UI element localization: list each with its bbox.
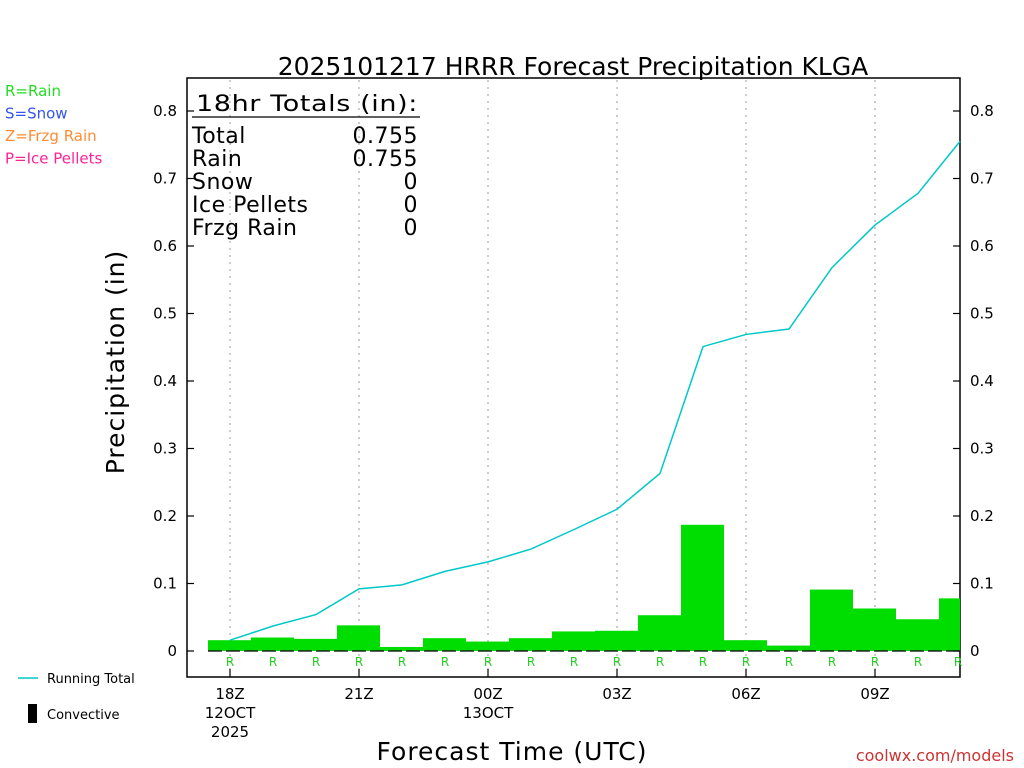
precip-bar	[294, 638, 337, 651]
precip-type-label: R	[871, 655, 879, 669]
y-axis-left: 0 0.1 0.2 0.3 0.4 0.5 0.6 0.7 0.8	[153, 102, 194, 660]
y-tick-label: 0.4	[970, 372, 994, 390]
precip-bar	[681, 524, 724, 651]
y-tick-label: 0	[167, 642, 177, 660]
precip-type-label: R	[742, 655, 750, 669]
running-total-label: Running Total	[47, 672, 135, 687]
precip-type-label: R	[226, 655, 234, 669]
hourly-precip-bars	[208, 524, 960, 651]
y-tick-label: 0.4	[153, 372, 177, 390]
x-tick-label: 06Z	[731, 685, 760, 703]
y-tick-label: 0.1	[970, 575, 994, 593]
precip-bar	[724, 640, 767, 651]
vertical-gridlines	[229, 80, 876, 675]
y-tick-label: 0.2	[970, 507, 994, 525]
y-tick-label: 0.8	[970, 102, 994, 120]
convective-swatch	[28, 704, 37, 723]
precip-bar	[896, 619, 939, 651]
type-legend-item: P=Ice Pellets	[5, 150, 102, 168]
x-tick-label: 09Z	[860, 685, 889, 703]
precip-type-label: R	[441, 655, 449, 669]
precip-type-label: R	[269, 655, 277, 669]
convective-label: Convective	[47, 708, 120, 723]
precip-type-label: R	[785, 655, 793, 669]
y-tick-label: 0.2	[153, 507, 177, 525]
precip-type-label: R	[570, 655, 578, 669]
y-axis-right: 0 0.1 0.2 0.3 0.4 0.5 0.6 0.7 0.8	[953, 102, 994, 660]
precip-type-label: R	[828, 655, 836, 669]
totals-row-label: Frzg Rain	[192, 216, 297, 241]
bottom-legend: Running Total Convective	[18, 672, 135, 723]
running-total-series	[229, 140, 961, 641]
totals-box: 18hr Totals (in): Total 0.755 Rain 0.755 Sno…	[191, 92, 420, 241]
precip-type-label: R	[656, 655, 664, 669]
totals-row-value: 0	[404, 216, 419, 241]
y-tick-label: 0.6	[153, 237, 177, 255]
precip-bar	[337, 625, 380, 651]
precip-type-label: R	[355, 655, 363, 669]
precip-bar	[251, 637, 294, 651]
y-tick-label: 0.7	[153, 170, 177, 188]
x-tick-label: 03Z	[602, 685, 631, 703]
running-total-line	[229, 140, 961, 641]
y-tick-label: 0.5	[970, 305, 994, 323]
type-legend-item: R=Rain	[5, 82, 61, 100]
precip-bar	[208, 640, 251, 651]
x-tick-label: 12OCT	[205, 704, 256, 722]
precip-type-label: R	[484, 655, 492, 669]
precip-bar	[466, 641, 509, 651]
y-tick-label: 0.3	[970, 440, 994, 458]
precip-bar	[767, 645, 810, 651]
x-tick-label: 2025	[211, 723, 249, 741]
y-tick-label: 0.5	[153, 305, 177, 323]
precip-bar	[638, 615, 681, 651]
precip-type-label: R	[312, 655, 320, 669]
precip-type-label: R	[527, 655, 535, 669]
x-tick-label: 00Z	[473, 685, 502, 703]
totals-row-label: Snow	[192, 170, 253, 195]
y-tick-label: 0.6	[970, 237, 994, 255]
totals-row-label: Rain	[192, 147, 242, 172]
precip-type-label: R	[914, 655, 922, 669]
y-axis-label: Precipitation (in)	[101, 250, 130, 475]
totals-row-label: Total	[191, 124, 246, 149]
y-tick-label: 0	[970, 642, 980, 660]
x-tick-label: 13OCT	[463, 704, 514, 722]
precip-type-label: R	[699, 655, 707, 669]
totals-row-label: Ice Pellets	[192, 193, 308, 218]
y-tick-label: 0.1	[153, 575, 177, 593]
x-tick-label: 21Z	[344, 685, 373, 703]
precip-bar	[595, 630, 638, 651]
totals-row-value: 0.755	[353, 124, 418, 149]
x-axis-label: Forecast Time (UTC)	[377, 737, 648, 766]
credit-text: coolwx.com/models	[856, 746, 1014, 765]
plot-frame	[186, 77, 961, 678]
type-legend-item: S=Snow	[5, 105, 68, 123]
precip-type-label: R	[954, 655, 962, 669]
totals-row-value: 0.755	[353, 147, 418, 172]
precip-bar	[853, 608, 896, 651]
precip-type-label: R	[613, 655, 621, 669]
totals-header: 18hr Totals (in):	[196, 92, 418, 117]
y-tick-label: 0.7	[970, 170, 994, 188]
x-tick-label: 18Z	[215, 685, 244, 703]
precip-bar	[380, 646, 423, 651]
totals-row-value: 0	[404, 193, 419, 218]
precip-bar	[552, 631, 595, 651]
precip-bar	[509, 638, 552, 651]
precip-bar	[810, 589, 853, 651]
chart-title: 2025101217 HRRR Forecast Precipitation K…	[278, 52, 869, 81]
precip-bar	[423, 638, 466, 651]
type-legend-item: Z=Frzg Rain	[5, 127, 97, 145]
y-tick-label: 0.8	[153, 102, 177, 120]
precip-type-legend: R=Rain S=Snow Z=Frzg Rain P=Ice Pellets	[5, 82, 102, 168]
precip-type-label: R	[398, 655, 406, 669]
y-tick-label: 0.3	[153, 440, 177, 458]
totals-row-value: 0	[404, 170, 419, 195]
precip-bar	[939, 598, 960, 651]
